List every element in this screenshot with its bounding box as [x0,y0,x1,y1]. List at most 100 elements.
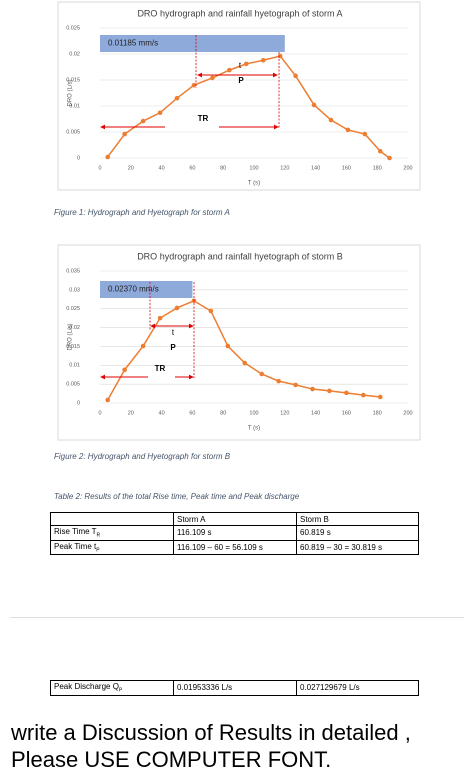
data-point [377,394,383,400]
x-tick-label: 160 [342,165,351,171]
label-sub: P [96,547,100,554]
data-point [327,388,332,394]
header-cell: Storm B [296,512,419,526]
y-tick-label: 0.035 [66,268,80,274]
row-label: Rise Time TR [50,525,174,541]
data-point [328,117,334,123]
x-tick-label: 60 [189,165,195,171]
cell: 116.109 – 60 = 56.109 s [173,539,297,556]
data-point [174,95,180,101]
hyetograph-label: 0.01185 mm/s [108,39,158,48]
data-line [107,55,390,159]
y-tick-label: 0.005 [66,129,80,135]
row-label: Peak Discharge QP [50,680,174,696]
hyetograph-label: 0.02370 mm/s [108,285,159,294]
cell: 0.01953336 L/s [173,680,297,696]
cell: 116.109 s [173,525,297,541]
data-point [225,343,231,349]
divider [10,617,464,618]
table-row: Rise Time TR 116.109 s 60.819 s [50,525,419,541]
y-tick-label: 0.02 [69,51,80,57]
chart-frame [57,244,421,441]
y-axis-label: DRO (L/s) [68,79,74,106]
chart-title: DRO hydrograph and rainfall hyetograph o… [137,8,342,18]
data-point [276,378,281,384]
figure-caption: Figure 2: Hydrograph and Hyetograph for … [54,452,231,461]
cell: 60.819 s [296,525,419,541]
discharge-table: Peak Discharge QP 0.01953336 L/s 0.02712… [50,680,419,696]
x-tick-label: 40 [159,410,165,416]
data-point [105,397,110,403]
data-point [362,131,368,137]
x-tick-label: 20 [128,410,134,416]
annotation: TR [198,114,209,123]
label-sub: P [118,687,123,694]
figure-caption: Figure 1: Hydrograph and Hyetograph for … [54,208,230,217]
x-tick-label: 160 [342,410,351,416]
x-tick-label: 0 [98,165,101,171]
chart-title: DRO hydrograph and rainfall hyetograph o… [137,251,343,261]
y-tick-label: 0.02 [69,325,80,331]
chart-frame [57,1,421,191]
charts: DRO hydrograph and rainfall hyetograph o… [57,1,421,441]
annotation: t [172,328,175,337]
y-tick-label: 0.015 [66,344,80,350]
x-tick-label: 140 [311,165,320,171]
y-axis-label: DRO (L/s) [68,323,74,350]
data-point [293,73,298,79]
annotation: P [170,343,176,352]
y-tick-label: 0.01 [69,103,80,109]
label-text: Peak Discharge Q [54,682,119,691]
data-point [122,131,127,137]
hyetograph-bar [100,35,285,52]
table-row: Peak Time tP 116.109 – 60 = 56.109 s 60.… [50,539,419,556]
x-tick-label: 100 [249,165,258,171]
row-label: Peak Time tP [50,539,174,556]
data-point [105,154,110,160]
data-point [208,308,214,314]
y-tick-label: 0 [77,155,80,161]
x-tick-label: 80 [220,410,226,416]
label-text: Peak Time t [54,541,97,551]
data-point [244,61,249,67]
data-point [277,53,283,59]
annotation: P [238,76,244,85]
x-tick-label: 80 [220,165,226,171]
table-row: Peak Discharge QP 0.01953336 L/s 0.02712… [50,680,419,696]
x-tick-label: 20 [128,165,134,171]
data-point [140,343,146,349]
data-point [387,155,392,161]
x-tick-label: 140 [311,410,320,416]
y-tick-label: 0.025 [66,25,80,31]
x-tick-label: 60 [189,410,195,416]
data-point [140,118,146,124]
question-line: Please USE COMPUTER FONT. [11,747,332,772]
data-point [260,57,266,63]
data-point [174,305,180,311]
data-point [377,148,383,154]
cell: 60.819 – 30 = 30.819 s [296,539,419,556]
y-tick-label: 0.025 [66,306,80,312]
header-cell: Storm A [173,512,297,526]
data-point [122,367,127,373]
y-tick-label: 0.015 [66,77,80,83]
y-tick-label: 0.005 [66,382,80,388]
annotation: t [239,61,242,70]
x-axis-label: T (s) [248,426,260,432]
data-point [293,382,298,388]
x-tick-label: 180 [373,410,382,416]
x-tick-label: 200 [403,165,412,171]
hyetograph-bar [100,281,193,298]
annotation: TR [155,364,166,373]
x-tick-label: 120 [280,165,289,171]
data-point [191,82,197,88]
x-tick-label: 180 [373,165,382,171]
table-caption: Table 2: Results of the total Rise time,… [54,492,300,501]
x-tick-label: 120 [280,410,289,416]
data-point [344,390,349,396]
data-line [107,299,381,401]
label-text: Rise Time T [54,527,97,536]
x-tick-label: 40 [159,165,165,171]
x-tick-label: 100 [249,410,258,416]
